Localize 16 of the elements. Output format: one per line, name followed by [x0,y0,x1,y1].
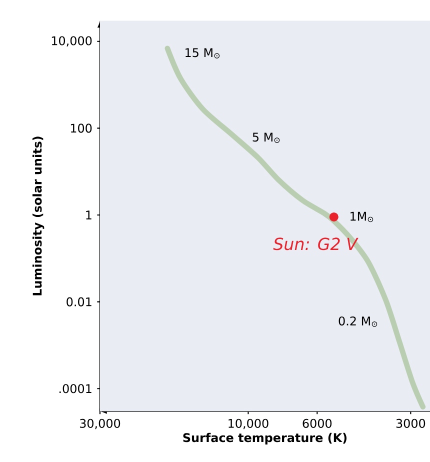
y-tick-label: 0.01 [66,297,92,306]
x-tick-label: 10,000 [228,418,268,430]
y-tick-label: .0001 [60,384,92,394]
x-tick-label: 3000 [396,418,426,428]
series-label: Sun: G2 V [273,238,358,250]
y-tick-label: 1 [86,210,92,220]
annotation: 0.2 M$_{⊙}$ [338,316,378,327]
x-tick-label: 30,000 [80,418,120,430]
x-tick-label: 6000 [302,418,332,428]
annotation: 15 M$_{⊙}$ [186,48,220,58]
y-tick-label: 100 [70,124,92,133]
annotation: 5 M$_{⊙}$ [252,132,280,143]
y-axis-title: Luminosity (solar units) [32,136,44,296]
annotation: 1M$_{⊙}$ [350,212,374,222]
y-tick-label: 10,000 [52,36,92,47]
x-axis-title: Surface temperature (K) [183,432,347,444]
